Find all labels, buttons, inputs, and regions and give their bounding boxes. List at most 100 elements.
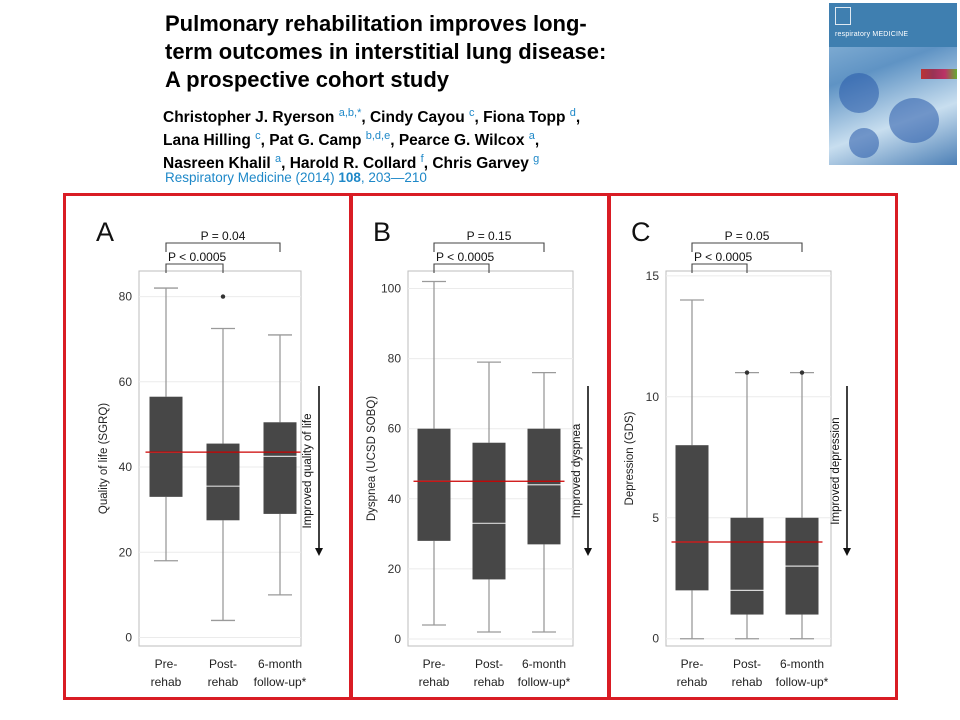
outlier-point (799, 370, 805, 375)
x-tick-label: rehab (732, 675, 763, 689)
boxplot-b: 0 20 40 60 80 100 B Dyspnea (UCSD SOBQ) Pre-reha… (366, 217, 592, 689)
x-tick-label: Pre- (423, 657, 446, 671)
x-tick-label: Pre- (155, 657, 178, 671)
x-tick-label: follow-up* (776, 675, 829, 689)
author-affiliation: b,d,e (365, 130, 391, 143)
y-axis-title: Dyspnea (UCSD SOBQ) (366, 396, 378, 521)
significance-bracket (165, 263, 224, 273)
y-tick-label: 0 (652, 632, 659, 646)
x-tick-label: Post- (475, 657, 503, 671)
y-tick-label: 80 (388, 352, 402, 366)
author-name: , Cindy Cayou (361, 109, 470, 127)
boxplot-c: 0 5 10 15 C Depression (GDS) Pre-rehab Post-reh… (624, 217, 851, 689)
author-name: , (575, 109, 581, 127)
y-tick-label: 20 (119, 545, 133, 559)
author-name: , Chris Garvey (423, 155, 534, 173)
x-tick-label: rehab (151, 675, 182, 689)
x-tick-label: follow-up* (254, 675, 307, 689)
author-name: Lana Hilling (163, 132, 256, 150)
box (206, 443, 240, 521)
author-name: , (534, 132, 540, 150)
x-tick-label: Post- (733, 657, 761, 671)
arrow-label: Improved dyspnea (571, 423, 583, 518)
x-tick-label: 6-month (258, 657, 302, 671)
author-affiliation: f (420, 153, 424, 166)
panel-label: A (96, 217, 114, 247)
box (263, 422, 297, 514)
y-axis-title: Depression (GDS) (624, 411, 636, 505)
author-name: Nasreen Khalil (163, 155, 275, 173)
author-line: Lana Hilling c, Pat G. Camp b,d,e, Pearc… (163, 127, 813, 150)
cover-cell (849, 128, 879, 158)
y-tick-label: 80 (119, 290, 133, 304)
author-list: Christopher J. Ryerson a,b,*, Cindy Cayo… (163, 104, 813, 173)
arrow-label: Improved quality of life (302, 413, 314, 528)
y-tick-label: 60 (388, 422, 402, 436)
x-tick-label: 6-month (780, 657, 824, 671)
citation-pages: , 203—210 (360, 170, 427, 185)
x-tick-label: rehab (474, 675, 505, 689)
significance-bracket (165, 242, 281, 252)
outlier-point (220, 294, 226, 299)
y-tick-label: 0 (125, 630, 132, 644)
panel-label: B (373, 217, 391, 247)
author-name: , Harold R. Collard (281, 155, 421, 173)
citation-journal: Respiratory Medicine (2014) (165, 170, 339, 185)
author-affiliation: a (275, 153, 282, 166)
p-value-label: P < 0.0005 (694, 250, 752, 264)
author-affiliation: a,b,* (338, 107, 362, 119)
y-tick-label: 15 (646, 269, 660, 283)
arrow-head-icon (315, 548, 323, 556)
panel-label: C (631, 217, 651, 247)
p-value-label: P = 0.15 (467, 229, 512, 243)
y-tick-label: 20 (388, 562, 402, 576)
y-tick-label: 40 (119, 460, 133, 474)
x-tick-label: rehab (419, 675, 450, 689)
x-tick-label: Post- (209, 657, 237, 671)
cover-cell (889, 98, 939, 143)
publisher-logo-icon (835, 7, 851, 25)
author-affiliation: c (469, 107, 475, 119)
author-affiliation: a (528, 130, 535, 143)
y-tick-label: 100 (381, 282, 401, 296)
title-line: term outcomes in interstitial lung disea… (165, 39, 607, 64)
title-line: A prospective cohort study (165, 67, 450, 92)
x-tick-label: rehab (677, 675, 708, 689)
significance-bracket (691, 263, 748, 273)
y-axis-title: Quality of life (SGRQ) (98, 403, 110, 514)
cover-journal-name: respiratory MEDICINE (835, 31, 909, 38)
y-tick-label: 0 (394, 632, 401, 646)
arrow-label: Improved depression (830, 417, 842, 524)
box (730, 517, 764, 615)
arrow-head-icon (843, 548, 851, 556)
figure-panel-b: 0 20 40 60 80 100 B Dyspnea (UCSD SOBQ) Pre-reha… (350, 193, 610, 700)
author-affiliation: c (255, 130, 261, 143)
cover-strip (921, 69, 957, 79)
p-value-label: P = 0.05 (725, 229, 770, 243)
title-line: Pulmonary rehabilitation improves long- (165, 11, 587, 36)
author-name: , Fiona Topp (474, 109, 570, 127)
y-tick-label: 40 (388, 492, 402, 506)
y-tick-label: 10 (646, 390, 660, 404)
x-tick-label: 6-month (522, 657, 566, 671)
x-tick-label: rehab (208, 675, 239, 689)
author-line: Nasreen Khalil a, Harold R. Collard f, C… (163, 150, 813, 173)
x-tick-label: follow-up* (518, 675, 571, 689)
article-title: Pulmonary rehabilitation improves long- … (165, 10, 725, 94)
significance-bracket (433, 242, 545, 252)
journal-cover-image: respiratory MEDICINE (829, 3, 957, 165)
box (149, 396, 183, 497)
p-value-label: P = 0.04 (201, 229, 246, 243)
y-tick-label: 5 (652, 511, 659, 525)
author-name: , Pat G. Camp (260, 132, 366, 150)
box (472, 442, 506, 580)
y-tick-label: 60 (119, 375, 133, 389)
author-affiliation: g (533, 153, 540, 166)
author-name: , Pearce G. Wilcox (390, 132, 529, 150)
figure-panel-c: 0 5 10 15 C Depression (GDS) Pre-rehab Post-reh… (608, 193, 898, 700)
box (417, 428, 451, 541)
box (675, 445, 709, 591)
author-line: Christopher J. Ryerson a,b,*, Cindy Cayo… (163, 104, 813, 127)
p-value-label: P < 0.0005 (168, 250, 226, 264)
boxplot-a: 0 20 40 60 80 A Quality of life (SGRQ) Pre-reha… (96, 217, 323, 689)
